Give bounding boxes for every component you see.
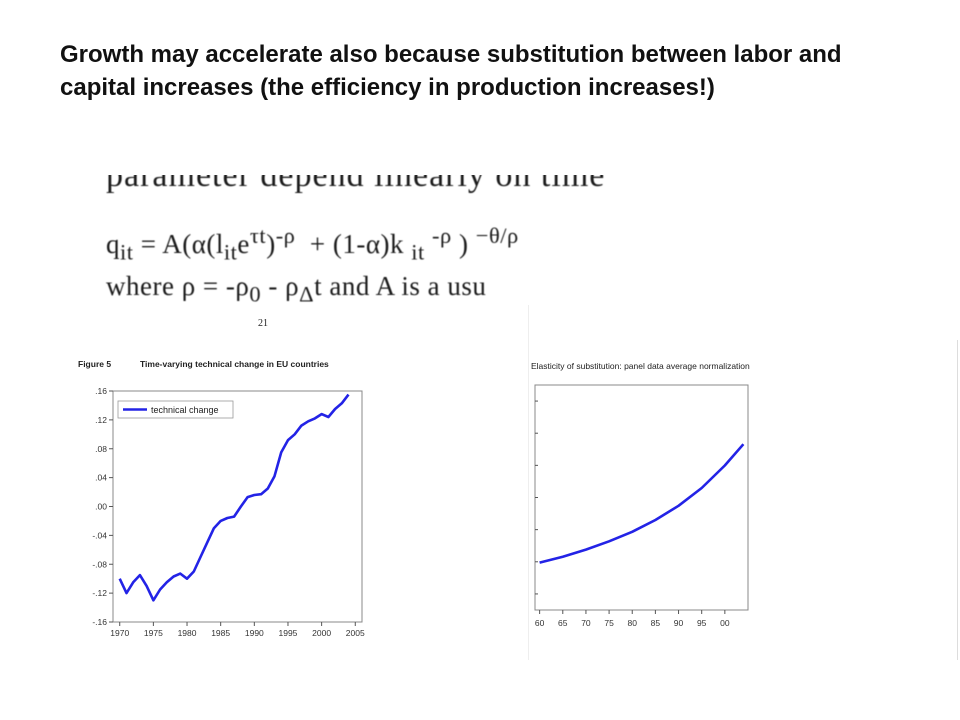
formula-ces-equation: qit = A(α(liteτt)-ρ + (1-α)k it -ρ ) −θ/… <box>106 223 519 265</box>
series-line-technical-change <box>118 393 350 602</box>
x-tick-label: 00 <box>720 618 730 628</box>
y-tick-label: -.08 <box>92 559 107 569</box>
formula-top-line: parameter depend linearly on time <box>106 175 606 194</box>
y-tick-label: .16 <box>95 386 107 396</box>
y-tick-label: .12 <box>95 415 107 425</box>
plot-frame <box>112 390 363 623</box>
slide-title: Growth may accelerate also because subst… <box>60 41 842 101</box>
chart-title: Time-varying technical change in EU coun… <box>140 359 329 369</box>
y-tick-label: -.04 <box>92 530 107 540</box>
elasticity-chart: Elasticity of substitution: panel data a… <box>531 361 750 628</box>
y-tick-label: .00 <box>95 502 107 512</box>
y-tick-label: -.12 <box>92 588 107 598</box>
x-tick-label: 85 <box>651 618 661 628</box>
divider <box>528 305 529 660</box>
figure-label: Figure 5 <box>78 359 111 369</box>
y-tick-label: -.16 <box>92 617 107 627</box>
x-tick-label: 1975 <box>144 628 163 638</box>
x-tick-label: 90 <box>674 618 684 628</box>
x-tick-label: 1995 <box>279 628 298 638</box>
x-tick-label: 60 <box>535 618 545 628</box>
x-tick-label: 2000 <box>312 628 331 638</box>
x-tick-label: 1990 <box>245 628 264 638</box>
series-line-elasticity <box>539 443 745 564</box>
page-number: 21 <box>258 318 268 329</box>
x-tick-label: 70 <box>581 618 591 628</box>
x-tick-label: 1980 <box>178 628 197 638</box>
technical-change-chart: Figure 5 Time-varying technical change in… <box>78 359 365 638</box>
x-tick-label: 1970 <box>110 628 129 638</box>
x-tick-label: 2005 <box>346 628 365 638</box>
legend-label: technical change <box>151 405 219 415</box>
x-tick-label: 1985 <box>211 628 230 638</box>
x-tick-label: 65 <box>558 618 568 628</box>
formula-rho-definition: where ρ = -ρ0 - ρΔt and A is a usu <box>106 271 487 305</box>
divider <box>957 340 958 660</box>
y-tick-label: .04 <box>95 473 107 483</box>
x-tick-label: 95 <box>697 618 707 628</box>
x-tick-label: 75 <box>604 618 614 628</box>
formula-image: parameter depend linearly on time qit = … <box>88 175 844 305</box>
y-tick-label: .08 <box>95 444 107 454</box>
plot-frame <box>534 384 749 611</box>
chart-title: Elasticity of substitution: panel data a… <box>531 361 750 371</box>
legend-box <box>117 400 234 419</box>
x-tick-label: 80 <box>628 618 638 628</box>
formula-fade <box>804 175 844 305</box>
